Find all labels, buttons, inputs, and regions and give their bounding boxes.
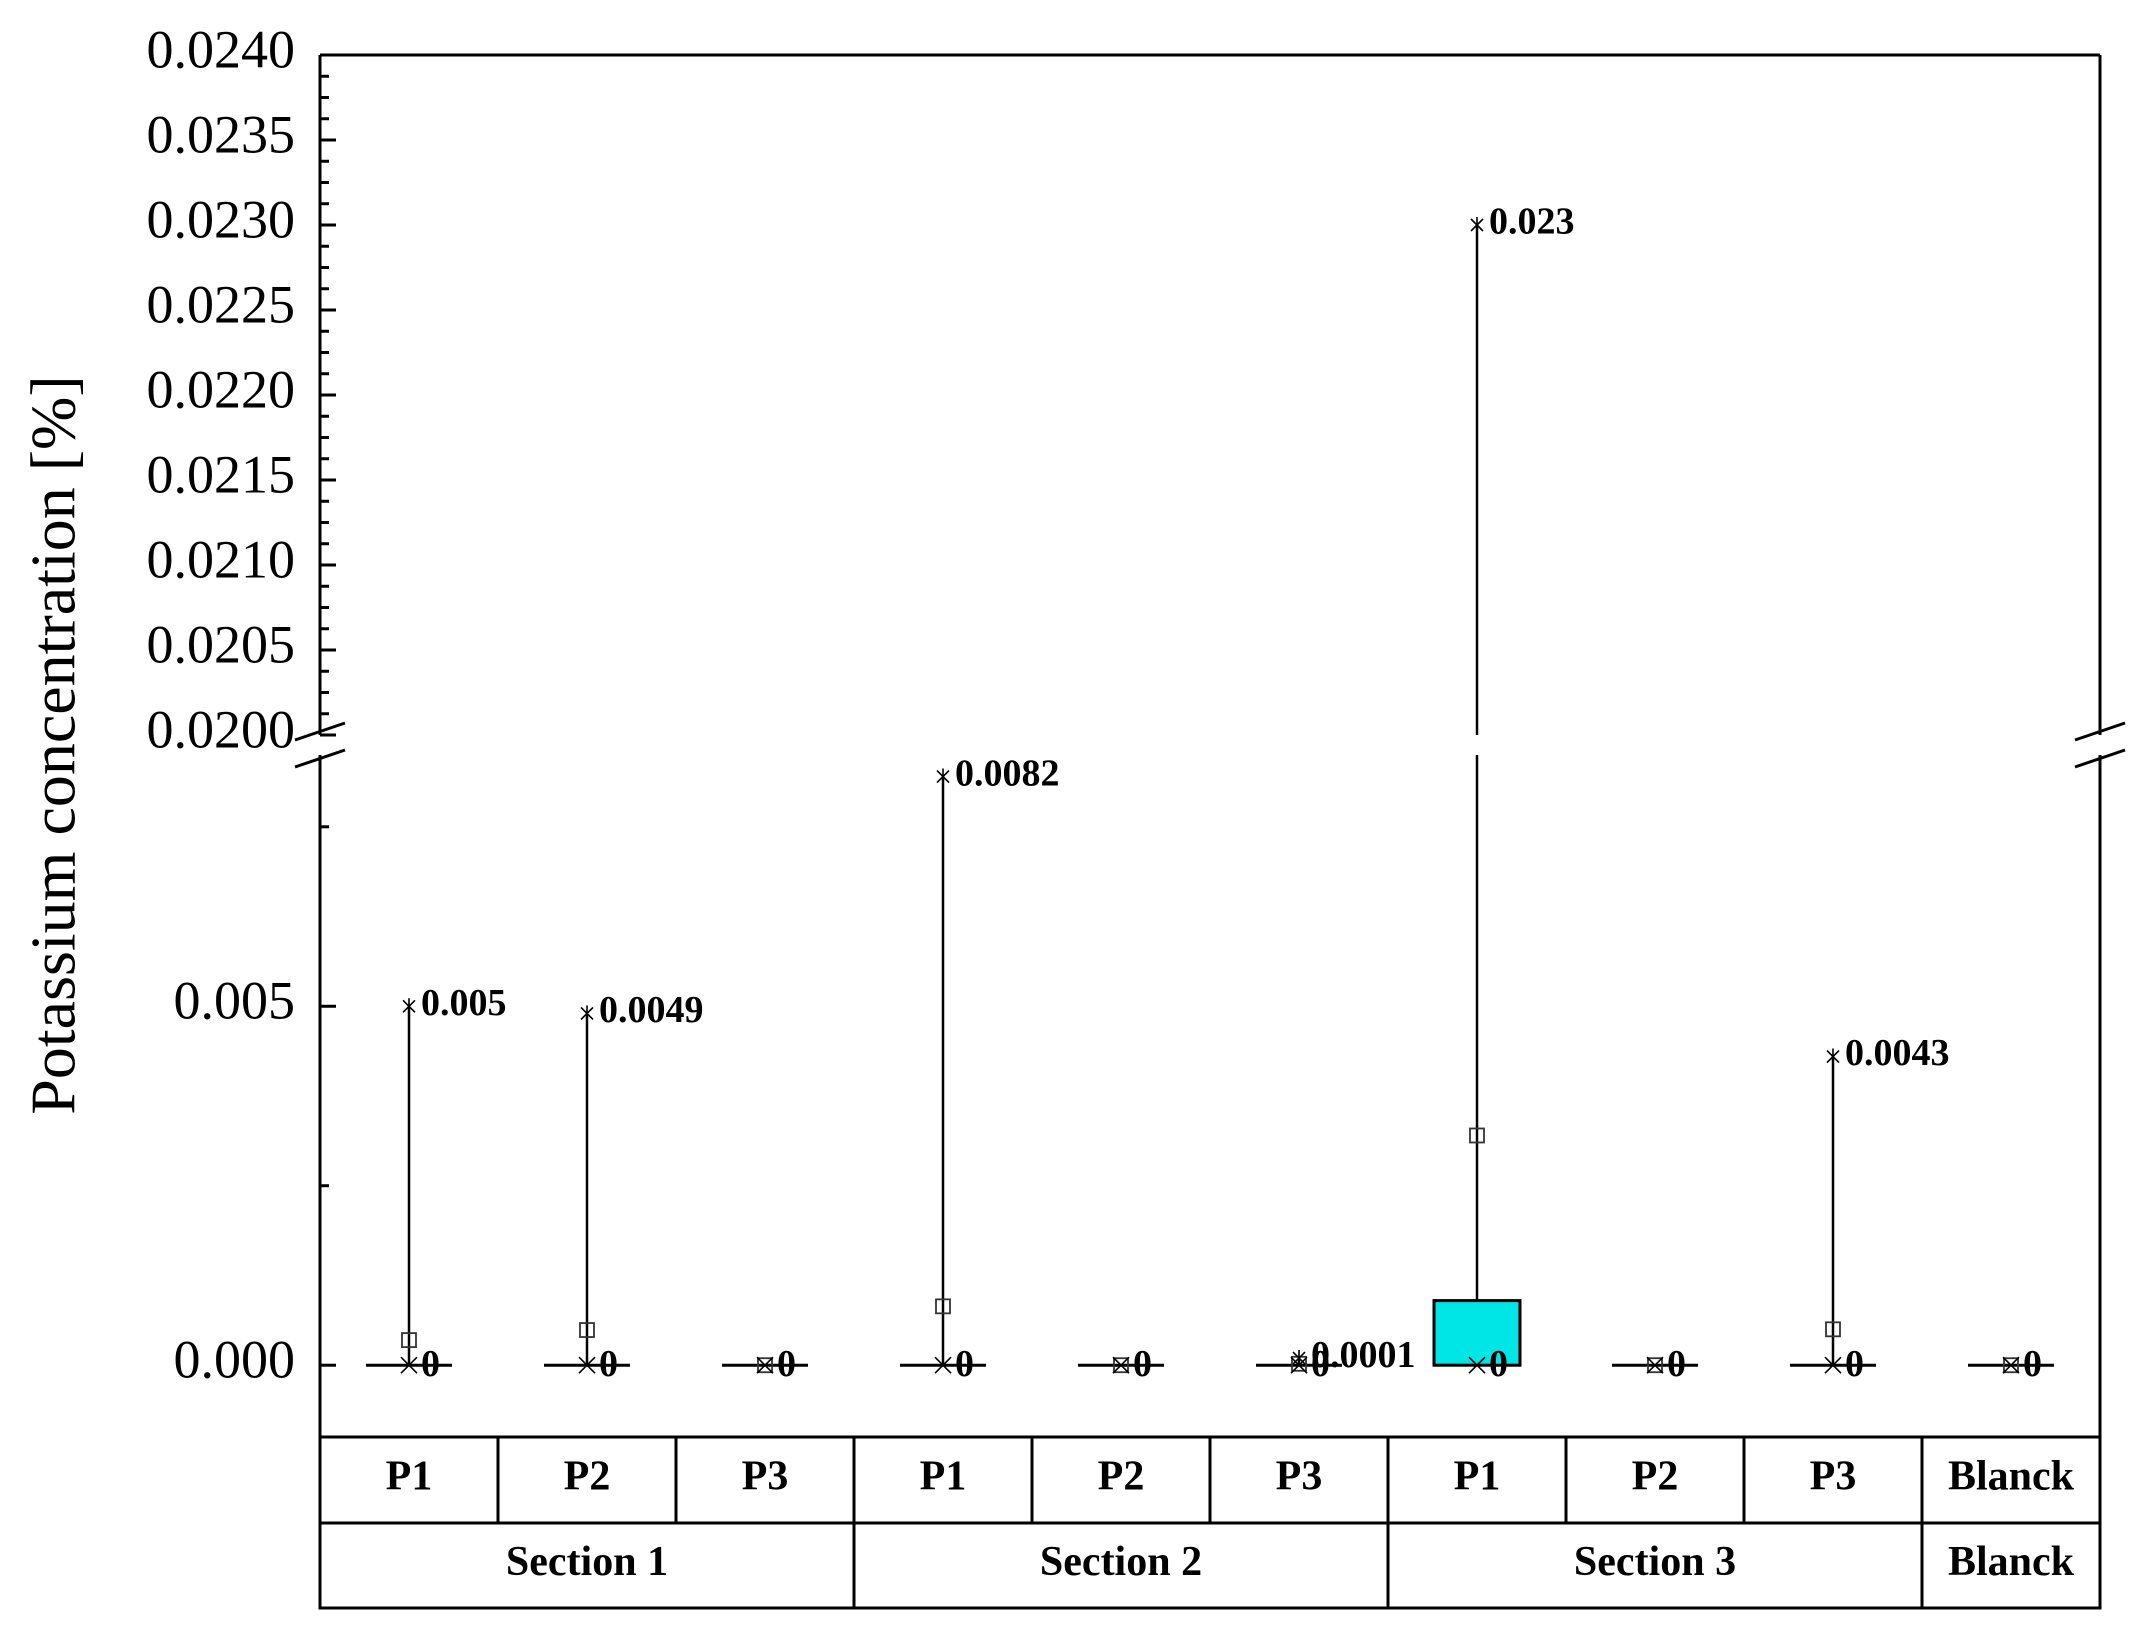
min-value-label: 0: [1845, 1343, 1864, 1385]
max-marker: [402, 998, 416, 1015]
category-label: Blanck: [1948, 1454, 2075, 1500]
box-section-1-p2: [544, 1005, 630, 1374]
box-blanck-blanck: [1968, 1356, 2054, 1374]
box-section-3-p1: [1432, 217, 1522, 1374]
y-tick-label: 0.0210: [147, 529, 296, 589]
mean-marker: [935, 1298, 951, 1315]
y-tick-label: 0.0200: [147, 699, 296, 759]
category-label: P1: [1454, 1454, 1501, 1500]
max-marker: [580, 1005, 594, 1022]
box-section-2-p1: [900, 768, 986, 1374]
axis-break-mark-right-1: [2074, 721, 2126, 742]
y-tick-label: 0.0220: [147, 359, 296, 419]
box-section-1-p3: [722, 1356, 808, 1374]
min-value-label: 0: [777, 1343, 796, 1385]
min-value-label: 0: [955, 1343, 974, 1385]
min-marker: [1290, 1356, 1308, 1374]
mean-marker: [401, 1332, 417, 1348]
box-section-1-p1: [366, 998, 452, 1374]
category-label: P3: [1276, 1454, 1323, 1500]
min-value-label: 0: [1311, 1343, 1330, 1385]
group-label: Blanck: [1948, 1539, 2075, 1585]
max-value-label: 0.005: [421, 982, 507, 1024]
group-label: Section 1: [506, 1539, 668, 1585]
min-value-label: 0: [1489, 1343, 1508, 1385]
y-tick-label: 0.005: [174, 971, 296, 1031]
max-marker: [936, 768, 950, 785]
min-marker: [1468, 1356, 1486, 1374]
min-marker: [1112, 1356, 1130, 1374]
min-value-label: 0: [2023, 1343, 2042, 1385]
min-marker: [934, 1356, 952, 1374]
mean-marker: [579, 1322, 595, 1338]
min-marker: [2002, 1356, 2020, 1374]
box-section-3-p3: [1790, 1048, 1876, 1374]
min-value-label: 0: [1133, 1343, 1152, 1385]
category-label: P1: [920, 1454, 967, 1500]
category-label: P1: [386, 1454, 433, 1500]
min-marker: [1646, 1356, 1664, 1374]
max-value-label: 0.023: [1489, 201, 1575, 243]
max-marker: [1826, 1048, 1840, 1065]
y-tick-label: 0.0235: [147, 104, 296, 164]
category-label: P2: [564, 1454, 611, 1500]
max-value-label: 0.0043: [1845, 1032, 1950, 1074]
y-tick-label: 0.0215: [147, 444, 296, 504]
max-value-label: 0.0001: [1311, 1334, 1416, 1376]
min-value-label: 0: [599, 1343, 618, 1385]
y-tick-label: 0.000: [174, 1330, 296, 1390]
category-label: P3: [742, 1454, 789, 1500]
group-label: Section 3: [1574, 1539, 1736, 1585]
mean-marker: [2003, 1357, 2019, 1374]
category-label: P2: [1098, 1454, 1145, 1500]
min-value-label: 0: [421, 1343, 440, 1385]
min-marker: [400, 1356, 418, 1374]
category-label: P3: [1810, 1454, 1857, 1500]
y-tick-label: 0.0230: [147, 189, 296, 249]
y-tick-label: 0.0205: [147, 614, 296, 674]
box-section-3-p2: [1612, 1356, 1698, 1374]
axis-break-mark-right-2: [2074, 748, 2126, 769]
mean-marker: [1825, 1321, 1841, 1338]
y-tick-label: 0.0240: [147, 19, 296, 79]
mean-marker: [1469, 1127, 1485, 1144]
box-section-2-p3: [1256, 1350, 1342, 1374]
group-label: Section 2: [1040, 1539, 1202, 1585]
min-marker: [1824, 1356, 1842, 1374]
y-axis-title: Potassium concentration [%]: [18, 375, 89, 1114]
category-label: P2: [1632, 1454, 1679, 1500]
box-section-2-p2: [1078, 1356, 1164, 1374]
min-marker: [578, 1356, 596, 1374]
y-tick-label: 0.0225: [147, 274, 296, 334]
max-value-label: 0.0082: [955, 752, 1060, 794]
max-value-label: 0.0049: [599, 989, 704, 1031]
mean-marker: [1647, 1357, 1663, 1374]
axis-break-mark-left-1: [294, 721, 346, 742]
min-marker: [756, 1356, 774, 1374]
max-marker: [1470, 217, 1484, 233]
mean-marker: [1113, 1357, 1129, 1374]
mean-marker: [757, 1357, 773, 1374]
axis-break-mark-left-2: [294, 748, 346, 769]
max-marker: [1292, 1350, 1306, 1367]
min-value-label: 0: [1667, 1343, 1686, 1385]
